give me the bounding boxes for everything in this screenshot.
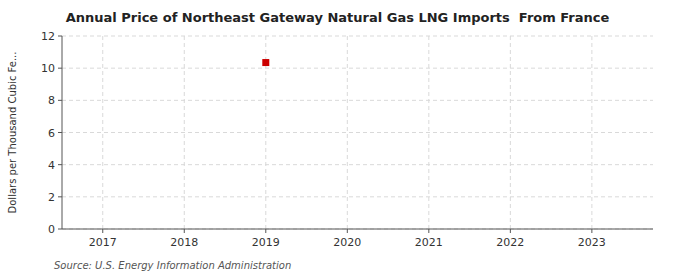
x-tick-label: 2018 (170, 236, 198, 249)
x-tick (510, 229, 511, 233)
grid-line-x (184, 36, 185, 229)
y-tick (58, 100, 62, 101)
grid-line-y (62, 36, 653, 37)
point (262, 59, 269, 66)
y-tick (58, 68, 62, 69)
y-tick-label: 2 (48, 191, 55, 204)
chart-svg: 2017 2018 2019 2020 2021 2022 2023 0 2 4 6 8 10 12 Ann… (0, 0, 675, 275)
x-tick (591, 229, 592, 233)
grid-line-x (347, 36, 348, 229)
grid (62, 36, 653, 229)
grid-line-x (428, 36, 429, 229)
x-tick (347, 229, 348, 233)
data-marks (262, 59, 269, 66)
chart-container: 2017 2018 2019 2020 2021 2022 2023 0 2 4 6 8 10 12 Ann… (0, 0, 675, 275)
y-tick (58, 132, 62, 133)
y-tick (58, 36, 62, 37)
y-tick (58, 229, 62, 230)
grid-line-y (62, 100, 653, 101)
grid-line-y (62, 132, 653, 133)
x-tick (428, 229, 429, 233)
grid-line-y (62, 196, 653, 197)
grid-line-y (62, 68, 653, 69)
x-tick-label: 2020 (333, 236, 361, 249)
y-tick-label: 8 (48, 94, 55, 107)
x-tick-label: 2017 (89, 236, 117, 249)
x-tick (184, 229, 185, 233)
x-tick-label: 2022 (496, 236, 524, 249)
x-tick-label: 2021 (415, 236, 443, 249)
source-note: Source: U.S. Energy Information Administ… (54, 260, 291, 271)
x-axis-line (62, 229, 653, 230)
y-tick-label: 10 (41, 62, 55, 75)
grid-line-x (102, 36, 103, 229)
y-tick-label: 0 (48, 223, 55, 236)
grid-line-y (62, 229, 653, 230)
y-tick-label: 6 (48, 127, 55, 140)
y-tick-label: 12 (41, 30, 55, 43)
axes: 2017 2018 2019 2020 2021 2022 2023 0 2 4 6 8 10 12 (41, 30, 653, 249)
chart-title: Annual Price of Northeast Gateway Natura… (66, 10, 610, 25)
grid-line-y (62, 164, 653, 165)
y-tick-label: 4 (48, 159, 55, 172)
x-tick-label: 2019 (252, 236, 280, 249)
x-tick (265, 229, 266, 233)
x-tick-label: 2023 (578, 236, 606, 249)
y-tick (58, 196, 62, 197)
grid-line-x (510, 36, 511, 229)
x-tick (102, 229, 103, 233)
y-axis-label: Dollars per Thousand Cubic Fe... (7, 52, 18, 214)
grid-line-x (591, 36, 592, 229)
y-tick (58, 164, 62, 165)
